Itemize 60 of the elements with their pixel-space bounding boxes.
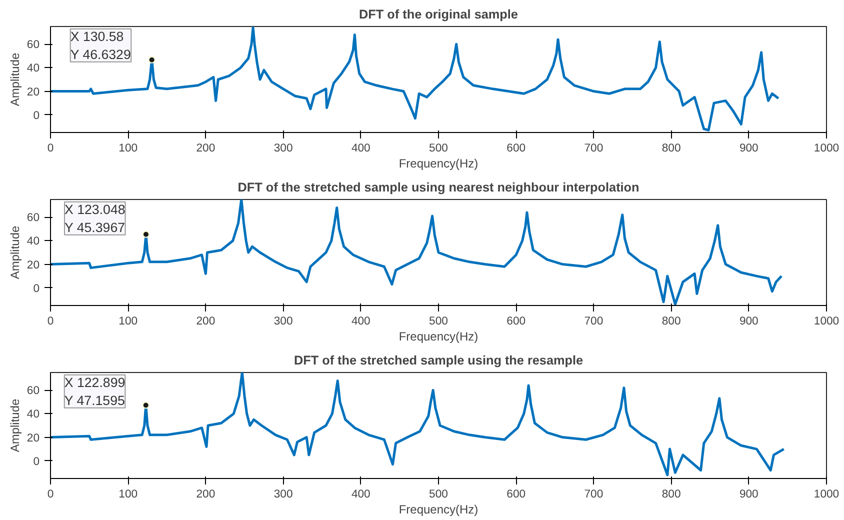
x-axis-title: Frequency(Hz): [398, 330, 478, 344]
x-tick-label: 500: [429, 142, 448, 154]
annotation: X 122.899 Y 47.1595: [64, 374, 126, 408]
x-tick-label: 900: [739, 488, 758, 500]
x-tick-label: 300: [274, 488, 293, 500]
x-tick-label: 0: [47, 316, 54, 328]
x-tick-label: 0: [47, 142, 54, 154]
x-tick-label: 1000: [814, 488, 840, 500]
x-tick-label: 500: [429, 488, 448, 500]
x-tick-label: 200: [196, 488, 216, 500]
x-tick-label: 300: [274, 316, 293, 328]
y-tick-label: 20: [26, 432, 40, 444]
line-series: [50, 26, 780, 132]
annotation: X 130.58 Y 46.6329: [70, 28, 131, 62]
chart-title: DFT of the original sample: [359, 8, 518, 22]
y-tick-label: 20: [26, 259, 40, 272]
annotation: X 123.048 Y 45.3967: [64, 202, 126, 235]
y-axis-title: Amplitude: [8, 225, 22, 280]
x-tick-label: 100: [118, 142, 138, 154]
x-tick-label: 300: [274, 142, 293, 154]
y-axis-title: Amplitude: [8, 398, 22, 452]
x-axis-title: Frequency(Hz): [398, 502, 478, 516]
y-tick-label: 60: [26, 385, 40, 398]
x-axis-title: Frequency(Hz): [398, 156, 478, 170]
x-tick-label: 700: [584, 488, 604, 500]
x-tick-label: 600: [506, 316, 526, 328]
y-tick-label: 60: [26, 212, 40, 224]
line-series: [50, 372, 786, 476]
y-tick-label: 0: [33, 110, 40, 122]
x-tick-label: 200: [196, 142, 216, 154]
x-tick-label: 1000: [814, 316, 840, 328]
x-tick-label: 900: [739, 142, 758, 154]
x-tick-label: 800: [662, 142, 681, 154]
y-tick-label: 60: [26, 39, 40, 52]
y-tick-label: 0: [33, 456, 40, 468]
x-tick-label: 0: [47, 488, 54, 500]
x-tick-label: 800: [662, 488, 681, 500]
x-tick-label: 700: [584, 142, 604, 154]
y-tick-label: 20: [26, 86, 40, 98]
x-tick-label: 100: [118, 316, 138, 328]
x-tick-label: 500: [429, 316, 448, 328]
line-series: [50, 200, 783, 306]
x-tick-label: 1000: [814, 142, 840, 154]
x-tick-label: 600: [506, 142, 526, 154]
x-tick-label: 400: [351, 316, 370, 328]
x-tick-label: 900: [739, 316, 758, 328]
chart-title: DFT of the stretched sample using nearest neighbour interpolation: [238, 180, 640, 194]
x-tick-label: 200: [196, 316, 216, 328]
y-tick-label: 0: [33, 282, 40, 295]
y-tick-label: 40: [26, 236, 40, 248]
x-tick-label: 400: [351, 142, 370, 154]
chart-title: DFT of the stretched sample using the resample: [294, 354, 584, 368]
x-tick-label: 100: [118, 488, 138, 500]
x-tick-label: 600: [506, 488, 526, 500]
x-tick-label: 400: [351, 488, 370, 500]
y-tick-label: 40: [26, 408, 40, 421]
x-tick-label: 700: [584, 316, 604, 328]
y-tick-label: 40: [26, 62, 40, 75]
x-tick-label: 800: [662, 316, 681, 328]
y-axis-title: Amplitude: [8, 52, 22, 106]
